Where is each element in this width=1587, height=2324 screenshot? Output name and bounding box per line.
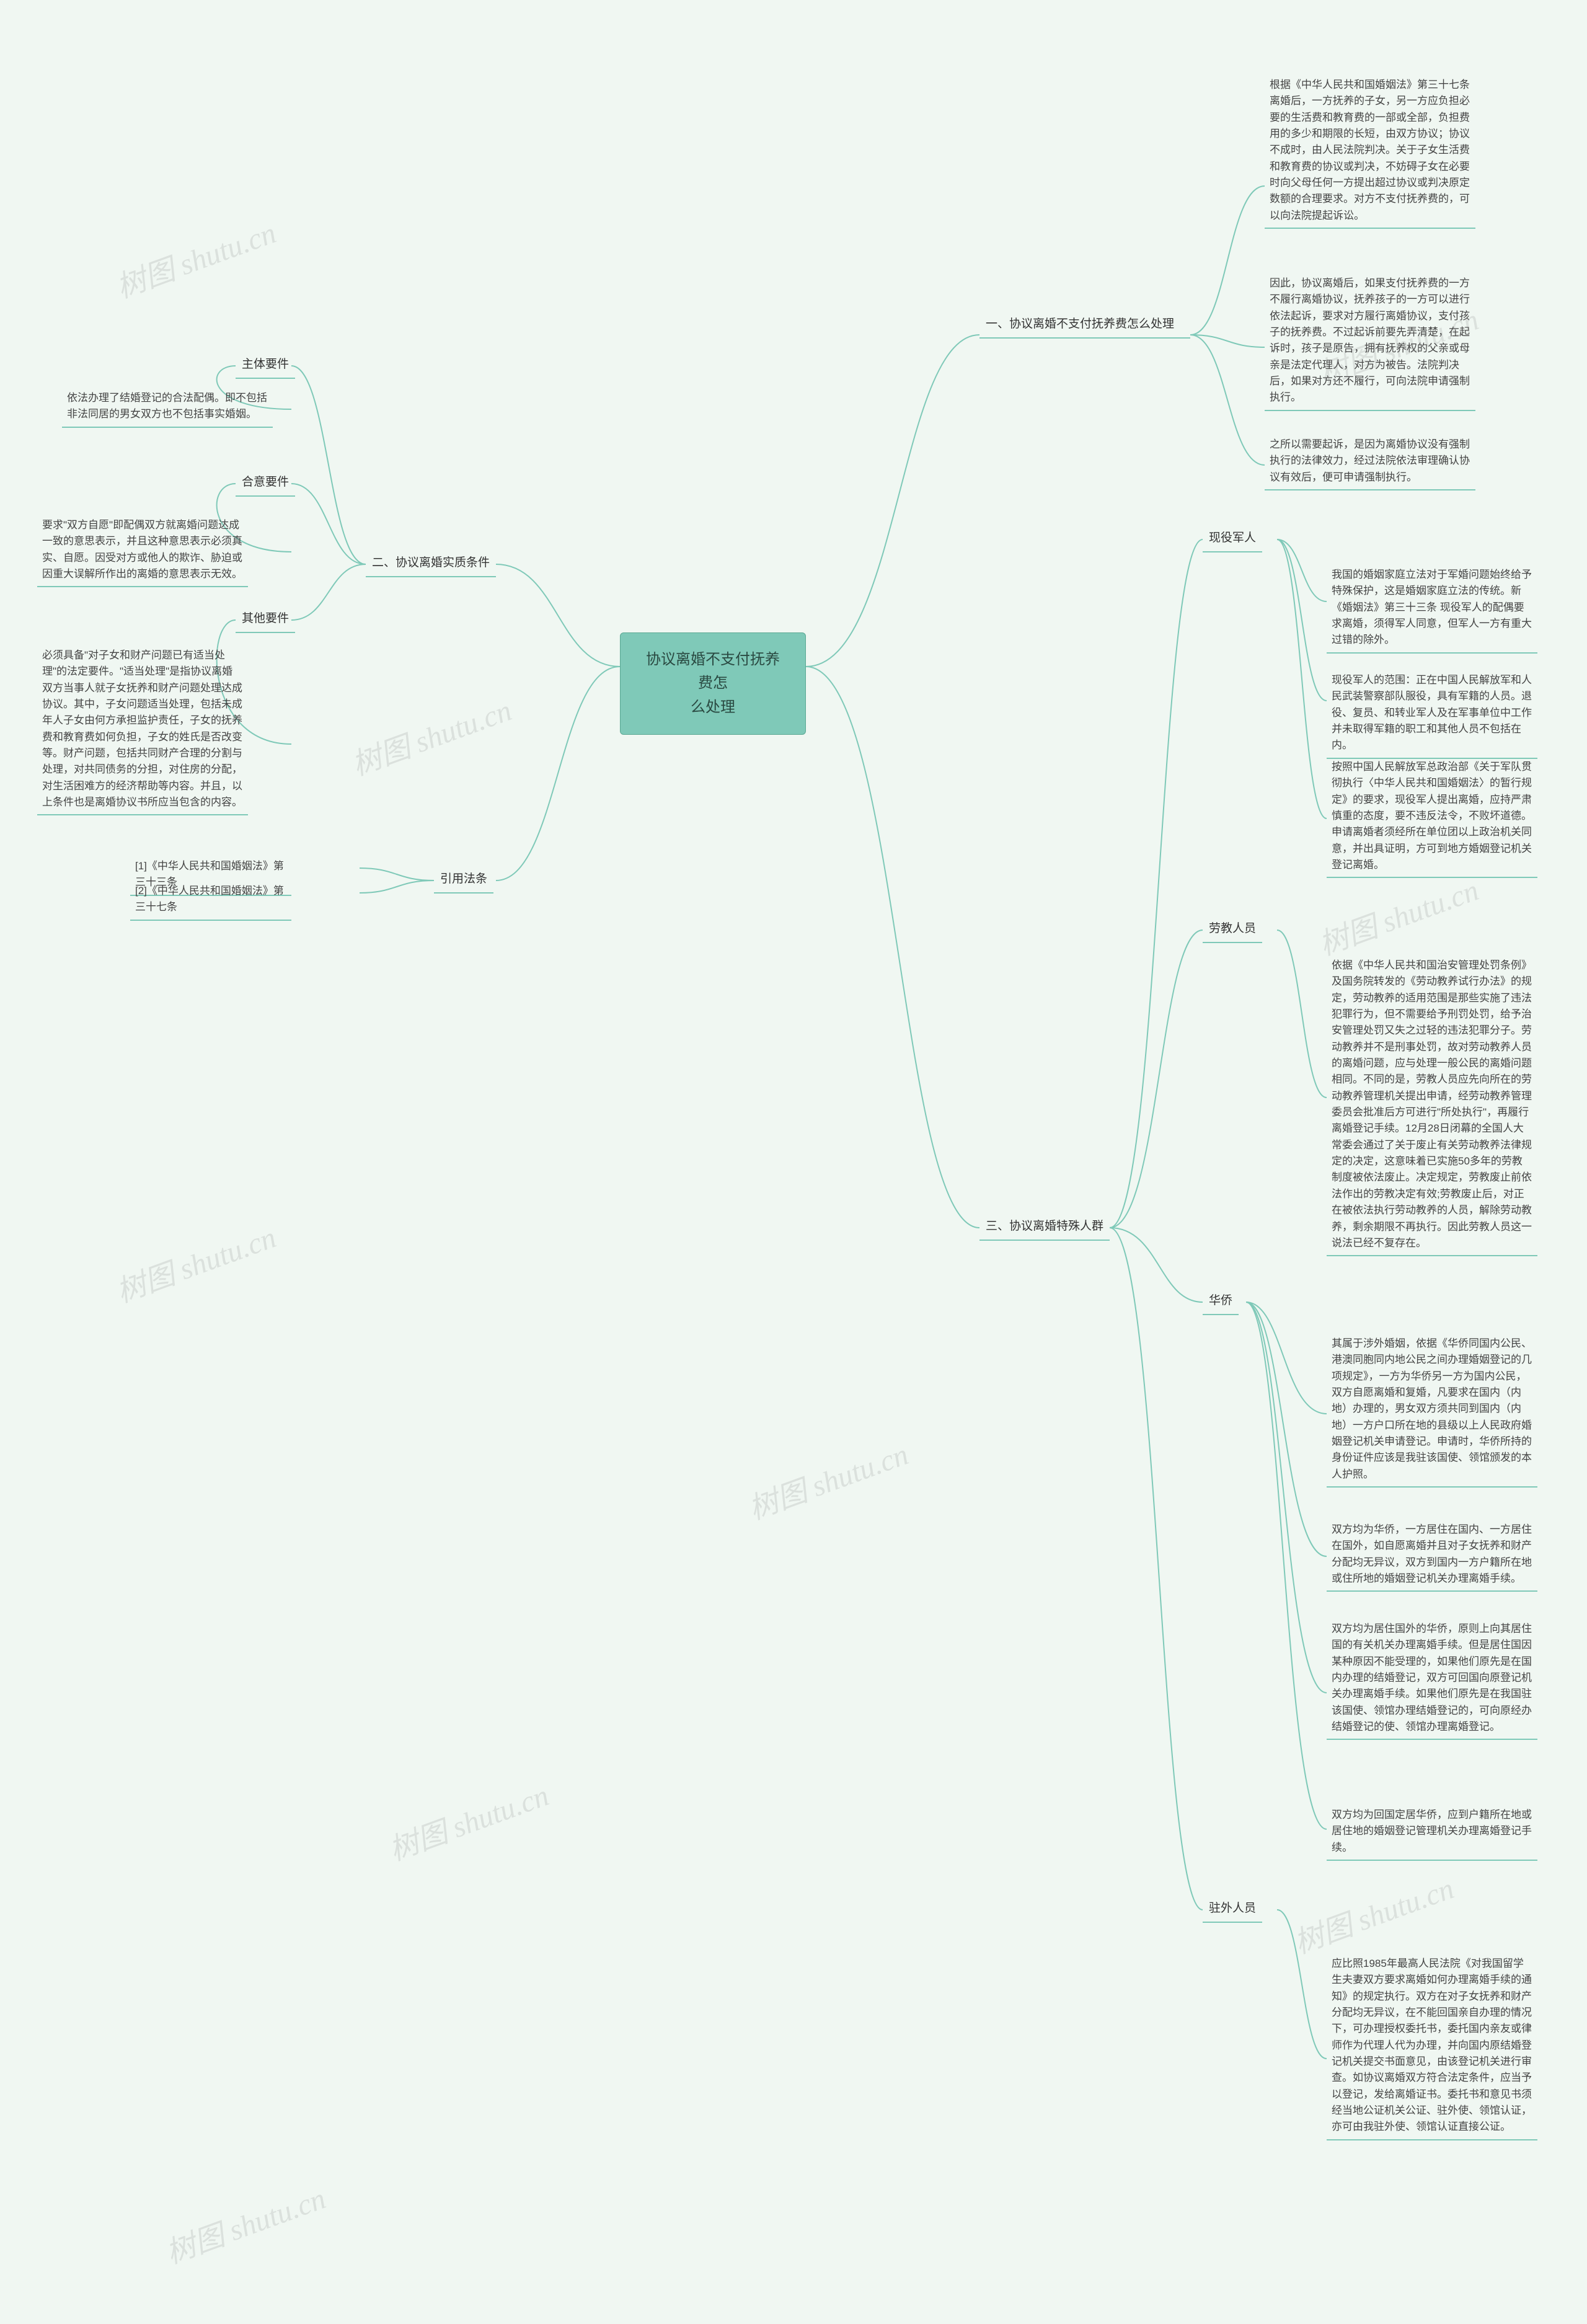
b1-leaf-2: 之所以需要起诉，是因为离婚协议没有强制执行的法律效力，经过法院依法审理确认协议有… [1265, 434, 1475, 490]
branch-2: 二、协议离婚实质条件 [366, 552, 496, 577]
mindmap-canvas: 协议离婚不支付抚养费怎 么处理 一、协议离婚不支付抚养费怎么处理 根据《中华人民… [0, 0, 1587, 2324]
b3-sub1-leaf-2: 按照中国人民解放军总政治部《关于军队贯彻执行〈中华人民共和国婚姻法〉的暂行规定》… [1327, 756, 1537, 878]
b2-sub3: 其他要件 [236, 608, 295, 633]
b2-sub2-leaf: 要求"双方自愿"即配偶双方就离婚问题达成一致的意思表示，并且这种意思表示必须真实… [37, 515, 248, 587]
b1-leaf-0: 根据《中华人民共和国婚姻法》第三十七条 离婚后，一方抚养的子女，另一方应负担必要… [1265, 74, 1475, 229]
branch-4: 引用法条 [434, 868, 493, 894]
b1-leaf-1: 因此，协议离婚后，如果支付抚养费的一方不履行离婚协议，抚养孩子的一方可以进行依法… [1265, 273, 1475, 411]
b3-sub3-leaf-2: 双方均为居住国外的华侨，原则上向其居住国的有关机关办理离婚手续。但是居住国因某种… [1327, 1618, 1537, 1740]
b2-sub1: 主体要件 [236, 353, 295, 379]
b4-item-1: [2]《中华人民共和国婚姻法》第三十七条 [130, 880, 291, 921]
branch-3: 三、协议离婚特殊人群 [979, 1215, 1110, 1241]
b3-sub3-leaf-3: 双方均为回国定居华侨，应到户籍所在地或居住地的婚姻登记管理机关办理离婚登记手续。 [1327, 1804, 1537, 1861]
b3-sub2: 劳教人员 [1203, 918, 1262, 943]
b2-sub1-leaf: 依法办理了结婚登记的合法配偶。即不包括非法同居的男女双方也不包括事实婚姻。 [62, 388, 273, 428]
b3-sub4-leaf-0: 应比照1985年最高人民法院《对我国留学生夫妻双方要求离婚如何办理离婚手续的通知… [1327, 1953, 1537, 2140]
b3-sub3-leaf-1: 双方均为华侨，一方居住在国内、一方居住在国外，如自愿离婚并且对子女抚养和财产分配… [1327, 1519, 1537, 1592]
root-node: 协议离婚不支付抚养费怎 么处理 [620, 632, 806, 735]
b3-sub3: 华侨 [1203, 1290, 1239, 1315]
b3-sub4: 驻外人员 [1203, 1897, 1262, 1923]
b2-sub2: 合意要件 [236, 471, 295, 497]
b3-sub1: 现役军人 [1203, 527, 1262, 552]
b3-sub1-leaf-0: 我国的婚姻家庭立法对于军婚问题始终给予特殊保护，这是婚姻家庭立法的传统。新《婚姻… [1327, 564, 1537, 654]
root-line1: 协议离婚不支付抚养费怎 [640, 648, 785, 696]
b3-sub3-leaf-0: 其属于涉外婚姻，依据《华侨同国内公民、港澳同胞同内地公民之间办理婚姻登记的几项规… [1327, 1333, 1537, 1488]
branch-1: 一、协议离婚不支付抚养费怎么处理 [979, 313, 1190, 339]
b2-sub3-leaf: 必须具备"对子女和财产问题已有适当处理"的法定要件。"适当处理"是指协议离婚双方… [37, 645, 248, 815]
b3-sub1-leaf-1: 现役军人的范围：正在中国人民解放军和人民武装警察部队服役，具有军籍的人员。退役、… [1327, 670, 1537, 759]
root-line2: 么处理 [640, 696, 785, 719]
b3-sub2-leaf-0: 依据《中华人民共和国治安管理处罚条例》及国务院转发的《劳动教养试行办法》的规定，… [1327, 955, 1537, 1256]
